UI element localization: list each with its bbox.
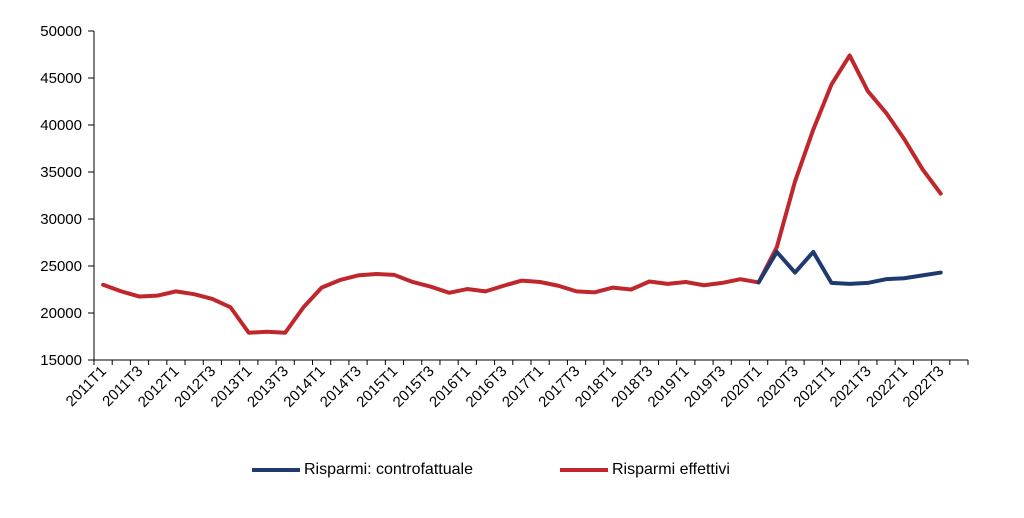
legend-swatch-effettivi — [560, 468, 608, 472]
legend-item-effettivi: Risparmi effettivi — [560, 458, 730, 482]
series-line-controfattuale — [756, 249, 943, 286]
y-tick-label: 45000 — [40, 70, 82, 87]
y-tick-label: 50000 — [40, 23, 82, 40]
y-tick-label: 20000 — [40, 305, 82, 322]
legend: Risparmi: controfattuale Risparmi effett… — [0, 458, 1024, 482]
y-tick-label: 35000 — [40, 164, 82, 181]
x-tick-label: 2022T3 — [900, 363, 948, 411]
legend-label-effettivi: Risparmi effettivi — [612, 461, 730, 478]
x-axis: 2011T12011T32012T12012T32013T12013T32014… — [63, 359, 969, 411]
legend-swatch-controfattuale — [252, 468, 300, 472]
y-tick-label: 30000 — [40, 211, 82, 228]
y-axis: 15000 20000 25000 30000 35000 40000 45000 50000 — [40, 23, 95, 369]
series-line-effettivi — [101, 53, 943, 335]
line-chart: 15000 20000 25000 30000 35000 40000 45000 50000… — [40, 23, 969, 411]
series-layer — [101, 53, 943, 335]
legend-label-controfattuale: Risparmi: controfattuale — [304, 461, 473, 478]
y-tick-label: 15000 — [40, 352, 82, 369]
y-tick-label: 40000 — [40, 117, 82, 134]
y-tick-label: 25000 — [40, 258, 82, 275]
legend-item-controfattuale: Risparmi: controfattuale — [252, 458, 473, 482]
